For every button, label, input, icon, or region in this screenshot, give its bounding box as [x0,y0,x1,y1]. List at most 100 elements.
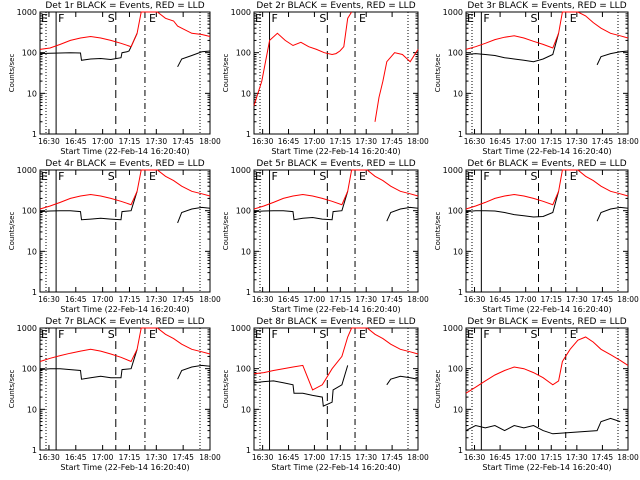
panel-det-9: Det 9r BLACK = Events, RED = LLD 1 10 100 10… [434,317,639,472]
panel-det-8: Det 8r BLACK = Events, RED = LLD 1 10 100 10… [222,317,429,472]
series-lld [39,327,211,363]
y-tick-label: 1000 [443,166,463,175]
marker-s: S [531,170,538,183]
x-tick-label: 17:30 [566,295,588,304]
marker-e-left: E [467,12,474,25]
x-tick-label: 17:30 [355,295,377,304]
y-tick-label: 10 [27,247,37,256]
y-tick-label: 100 [448,207,463,216]
y-axis-label: Counts/sec [8,54,16,93]
x-tick-label: 17:30 [355,453,377,462]
x-axis-label: Start Time (22-Feb-14 16:20:40) [60,463,189,472]
x-tick-label: 18:00 [617,453,639,462]
x-tick-label: 16:30 [38,453,60,462]
series-lld [39,11,211,50]
panel-title: Det 5r BLACK = Events, RED = LLD [256,159,415,169]
x-tick-label: 17:45 [381,295,403,304]
marker-e: E [359,328,366,341]
y-tick-label: 1000 [231,166,251,175]
panel-det-6: Det 6r BLACK = Events, RED = LLD 1 10 100 10… [434,159,639,314]
x-tick-label: 16:30 [38,137,60,146]
x-tick-label: 16:45 [489,453,511,462]
x-axis-label: Start Time (22-Feb-14 16:20:40) [482,147,611,156]
x-tick-label: 17:30 [146,453,168,462]
x-tick-label: 18:00 [617,137,639,146]
plot-frame [253,327,419,451]
marker-e: E [359,170,366,183]
x-tick-label: 16:30 [252,295,274,304]
x-tick-label: 16:45 [65,453,87,462]
panel-title: Det 8r BLACK = Events, RED = LLD [256,317,415,327]
x-tick-label: 16:45 [65,137,87,146]
x-axis-label: Start Time (22-Feb-14 16:20:40) [271,147,400,156]
series-lld [465,169,629,210]
plot-frame [465,327,629,451]
y-tick-label: 1000 [443,8,463,17]
x-axis-label: Start Time (22-Feb-14 16:20:40) [60,147,189,156]
series-lld [465,336,629,394]
y-tick-label: 10 [27,89,37,98]
plot-frame [39,327,211,451]
plot-frame [39,169,211,293]
marker-s: S [319,12,326,25]
y-tick-label: 100 [236,365,251,374]
y-tick-label: 100 [448,365,463,374]
y-tick-label: 1000 [231,324,251,333]
x-tick-label: 17:00 [92,453,114,462]
panel-det-1: Det 1r BLACK = Events, RED = LLD 1 10 100 10… [8,1,221,156]
marker-e-left: E [255,12,262,25]
y-tick-label: 1000 [443,324,463,333]
y-axis-label: Counts/sec [434,54,442,93]
panel-title: Det 9r BLACK = Events, RED = LLD [467,317,626,327]
y-axis-label: Counts/sec [8,212,16,251]
y-tick-label: 1 [246,130,251,139]
y-tick-label: 1000 [231,8,251,17]
x-tick-label: 18:00 [407,137,429,146]
x-tick-label: 18:00 [199,453,221,462]
y-tick-label: 1 [246,288,251,297]
y-axis-label: Counts/sec [222,54,230,93]
x-tick-label: 17:45 [172,453,194,462]
x-tick-label: 17:30 [566,453,588,462]
marker-f: F [272,12,278,25]
x-tick-label: 16:45 [278,137,300,146]
marker-e-left: E [255,328,262,341]
series-lld [39,169,211,210]
x-tick-label: 17:45 [172,137,194,146]
x-tick-label: 17:45 [592,295,614,304]
panel-title: Det 6r BLACK = Events, RED = LLD [467,159,626,169]
x-tick-label: 17:30 [146,137,168,146]
marker-s: S [531,12,538,25]
marker-e-left: E [467,170,474,183]
x-tick-label: 16:30 [464,137,486,146]
x-tick-label: 17:15 [119,295,141,304]
x-tick-label: 17:00 [304,453,326,462]
marker-e-left: E [41,12,48,25]
x-axis-label: Start Time (22-Feb-14 16:20:40) [271,305,400,314]
x-tick-label: 17:00 [304,137,326,146]
y-tick-label: 10 [27,405,37,414]
x-tick-label: 17:15 [330,295,352,304]
y-tick-label: 100 [22,365,37,374]
x-axis-label: Start Time (22-Feb-14 16:20:40) [482,463,611,472]
x-tick-label: 17:45 [172,295,194,304]
panel-title: Det 1r BLACK = Events, RED = LLD [45,1,204,11]
x-tick-label: 17:45 [592,137,614,146]
y-axis-label: Counts/sec [222,212,230,251]
y-tick-label: 100 [236,207,251,216]
marker-s: S [319,170,326,183]
y-tick-label: 1000 [17,8,37,17]
x-tick-label: 17:45 [381,453,403,462]
x-tick-label: 18:00 [407,453,429,462]
panel-title: Det 3r BLACK = Events, RED = LLD [467,1,626,11]
y-tick-label: 10 [453,247,463,256]
plot-frame [465,169,629,293]
marker-f: F [483,170,489,183]
plot-frame [253,11,419,135]
x-tick-label: 17:00 [92,137,114,146]
marker-e-left: E [255,170,262,183]
series-events [39,33,211,68]
x-tick-label: 17:30 [146,295,168,304]
x-tick-label: 16:30 [252,453,274,462]
x-tick-label: 18:00 [199,295,221,304]
